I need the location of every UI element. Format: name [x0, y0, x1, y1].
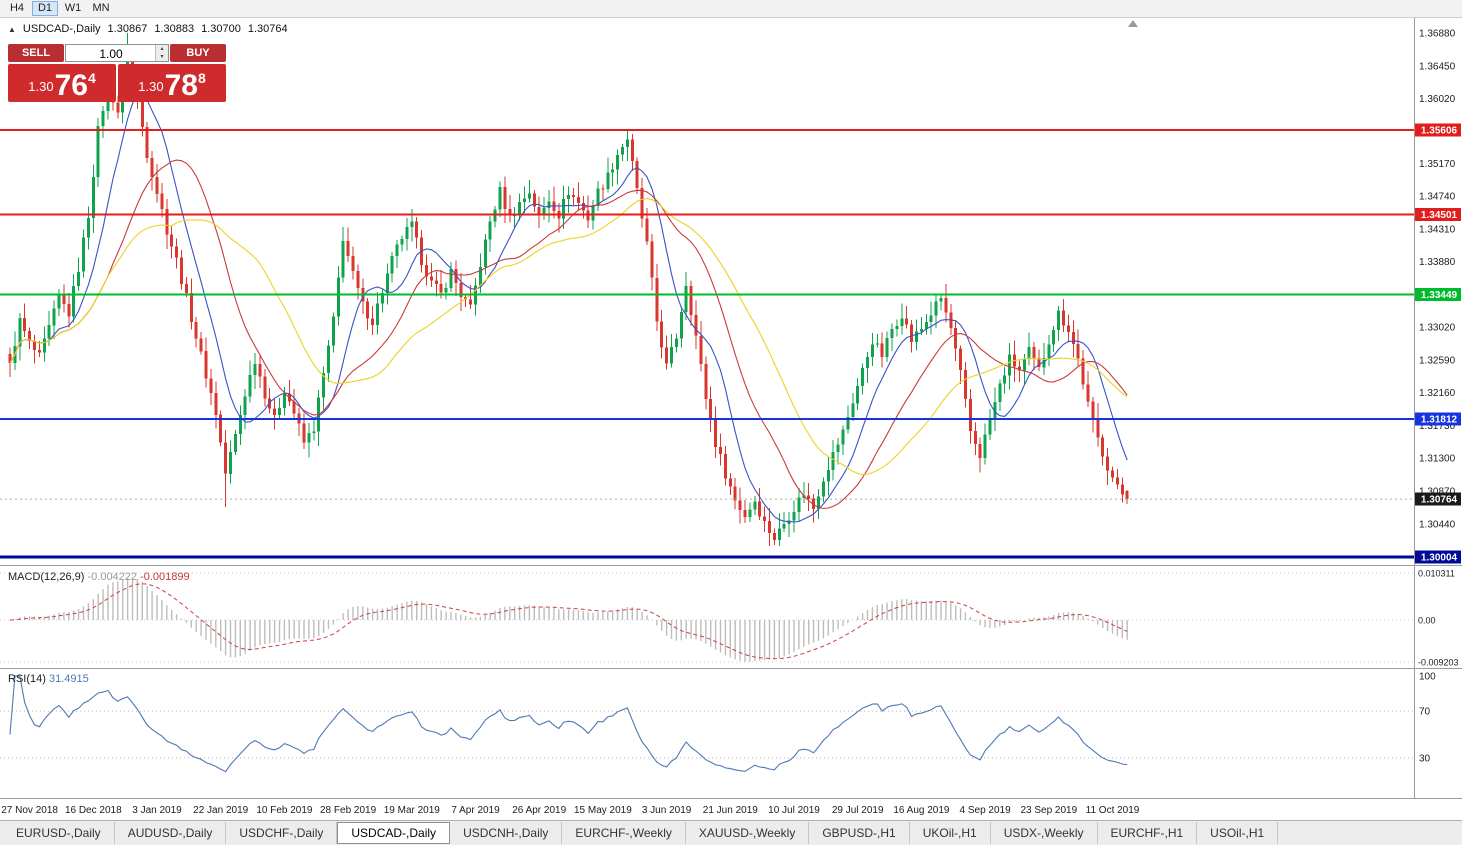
svg-text:1.32590: 1.32590 — [1419, 355, 1456, 366]
svg-text:-0.009203: -0.009203 — [1418, 657, 1459, 667]
svg-text:1.35606: 1.35606 — [1421, 126, 1458, 137]
svg-text:4 Sep 2019: 4 Sep 2019 — [960, 805, 1012, 816]
svg-text:1.34740: 1.34740 — [1419, 192, 1456, 203]
candlesticks — [8, 33, 1129, 547]
svg-text:1.31812: 1.31812 — [1421, 415, 1458, 426]
tab-ukoil-h1[interactable]: UKOil-,H1 — [910, 822, 991, 844]
tab-xauusd-weekly[interactable]: XAUUSD-,Weekly — [686, 822, 810, 844]
date-axis[interactable]: 27 Nov 2018 16 Dec 2018 3 Jan 2019 22 Jan 2… — [1, 805, 1140, 816]
tab-eurchf-h1[interactable]: EURCHF-,H1 — [1098, 822, 1198, 844]
svg-text:1.36020: 1.36020 — [1419, 94, 1456, 105]
chart-canvas[interactable]: 1.36880 1.36450 1.36020 1.35170 1.34740 1.343… — [0, 18, 1462, 820]
rsi-label: RSI(14) 31.4915 — [8, 673, 89, 685]
svg-text:10 Feb 2019: 10 Feb 2019 — [256, 805, 313, 816]
rsi-pane: 100 70 30 RSI(14) 31.4915 — [0, 672, 1436, 773]
sell-price-pipette: 4 — [87, 70, 96, 86]
sell-price-prefix: 1.30 — [28, 79, 54, 94]
tab-usoil-h1[interactable]: USOil-,H1 — [1197, 822, 1279, 844]
timeframe-h4-button[interactable]: H4 — [4, 1, 30, 16]
svg-text:1.34501: 1.34501 — [1421, 210, 1458, 221]
svg-text:1.30004: 1.30004 — [1421, 552, 1458, 563]
tab-usdchf-daily[interactable]: USDCHF-,Daily — [226, 822, 338, 844]
svg-text:15 May 2019: 15 May 2019 — [574, 805, 632, 816]
horizontal-lines: 1.35606 1.34501 1.33449 1.31812 1.30004 1.307… — [0, 123, 1461, 564]
tab-eurusd-daily[interactable]: EURUSD-,Daily — [3, 822, 115, 844]
svg-text:1.31730: 1.31730 — [1419, 421, 1456, 432]
pane-separators — [0, 18, 1462, 799]
svg-text:1.33020: 1.33020 — [1419, 323, 1456, 334]
svg-text:70: 70 — [1419, 707, 1431, 718]
volume-decrease-button[interactable]: ▾ — [156, 53, 168, 61]
buy-button[interactable]: BUY — [170, 44, 226, 62]
svg-text:22 Jan 2019: 22 Jan 2019 — [193, 805, 248, 816]
svg-text:0.010311: 0.010311 — [1418, 569, 1455, 579]
timeframe-toolbar: H4 D1 W1 MN — [0, 0, 1462, 18]
tab-usdcnh-daily[interactable]: USDCNH-,Daily — [450, 822, 563, 844]
autoscroll-marker-icon — [1128, 20, 1138, 27]
svg-text:16 Aug 2019: 16 Aug 2019 — [893, 805, 950, 816]
svg-text:1.35170: 1.35170 — [1419, 159, 1456, 170]
svg-text:1.30764: 1.30764 — [1421, 495, 1458, 506]
buy-price-big-digits: 78 — [164, 69, 198, 102]
svg-text:10 Jul 2019: 10 Jul 2019 — [768, 805, 820, 816]
svg-text:16 Dec 2018: 16 Dec 2018 — [65, 805, 122, 816]
tab-usdcad-daily[interactable]: USDCAD-,Daily — [337, 822, 451, 844]
svg-text:26 Apr 2019: 26 Apr 2019 — [512, 805, 566, 816]
timeframe-mn-button[interactable]: MN — [88, 1, 114, 16]
svg-text:100: 100 — [1419, 672, 1436, 683]
volume-input[interactable] — [66, 46, 168, 62]
svg-text:1.34310: 1.34310 — [1419, 224, 1456, 235]
svg-text:1.33880: 1.33880 — [1419, 257, 1456, 268]
svg-text:1.30870: 1.30870 — [1419, 487, 1456, 498]
buy-price-display[interactable]: 1.30 78 8 — [118, 64, 226, 102]
volume-spinner: ▴ ▾ — [155, 45, 168, 61]
timeframe-w1-button[interactable]: W1 — [60, 1, 86, 16]
svg-text:1.32160: 1.32160 — [1419, 388, 1456, 399]
macd-pane: 0.010311 0.00 -0.009203 MACD(12,26,9) -0.00… — [0, 569, 1459, 667]
volume-increase-button[interactable]: ▴ — [156, 45, 168, 53]
collapse-trade-panel-icon[interactable]: ▲ — [8, 24, 16, 34]
svg-text:3 Jun 2019: 3 Jun 2019 — [642, 805, 692, 816]
sell-price-big-digits: 76 — [54, 69, 88, 102]
macd-label: MACD(12,26,9) -0.004222 -0.001899 — [8, 571, 190, 583]
one-click-trading-panel: SELL ▴ ▾ BUY 1.30 76 4 1.30 — [8, 44, 226, 102]
svg-text:27 Nov 2018: 27 Nov 2018 — [1, 805, 58, 816]
sell-price-display[interactable]: 1.30 76 4 — [8, 64, 116, 102]
svg-text:1.33449: 1.33449 — [1421, 290, 1458, 301]
svg-text:1.30440: 1.30440 — [1419, 519, 1456, 530]
svg-text:7 Apr 2019: 7 Apr 2019 — [451, 805, 500, 816]
svg-text:23 Sep 2019: 23 Sep 2019 — [1020, 805, 1077, 816]
svg-text:11 Oct 2019: 11 Oct 2019 — [1086, 805, 1140, 816]
price-axis[interactable]: 1.36880 1.36450 1.36020 1.35170 1.34740 1.343… — [1419, 29, 1456, 531]
svg-text:21 Jun 2019: 21 Jun 2019 — [703, 805, 758, 816]
buy-price-prefix: 1.30 — [138, 79, 164, 94]
sell-button[interactable]: SELL — [8, 44, 64, 62]
svg-text:3 Jan 2019: 3 Jan 2019 — [132, 805, 182, 816]
tab-eurchf-weekly[interactable]: EURCHF-,Weekly — [562, 822, 686, 844]
svg-text:28 Feb 2019: 28 Feb 2019 — [320, 805, 377, 816]
buy-price-pipette: 8 — [197, 70, 206, 86]
svg-text:0.00: 0.00 — [1418, 616, 1436, 626]
svg-text:1.36880: 1.36880 — [1419, 29, 1456, 40]
chart-tab-bar: EURUSD-,Daily AUDUSD-,Daily USDCHF-,Dail… — [0, 820, 1462, 845]
tab-usdx-weekly[interactable]: USDX-,Weekly — [991, 822, 1098, 844]
svg-text:29 Jul 2019: 29 Jul 2019 — [832, 805, 884, 816]
moving-averages — [9, 94, 1128, 523]
volume-control: ▴ ▾ — [65, 44, 169, 62]
tab-audusd-daily[interactable]: AUDUSD-,Daily — [115, 822, 227, 844]
chart-area: 1.36880 1.36450 1.36020 1.35170 1.34740 1.343… — [0, 18, 1462, 820]
svg-text:1.36450: 1.36450 — [1419, 61, 1456, 72]
svg-text:19 Mar 2019: 19 Mar 2019 — [384, 805, 441, 816]
tab-gbpusd-h1[interactable]: GBPUSD-,H1 — [809, 822, 910, 844]
timeframe-d1-button[interactable]: D1 — [32, 1, 58, 16]
svg-text:1.31300: 1.31300 — [1419, 454, 1456, 465]
svg-text:30: 30 — [1419, 753, 1431, 764]
